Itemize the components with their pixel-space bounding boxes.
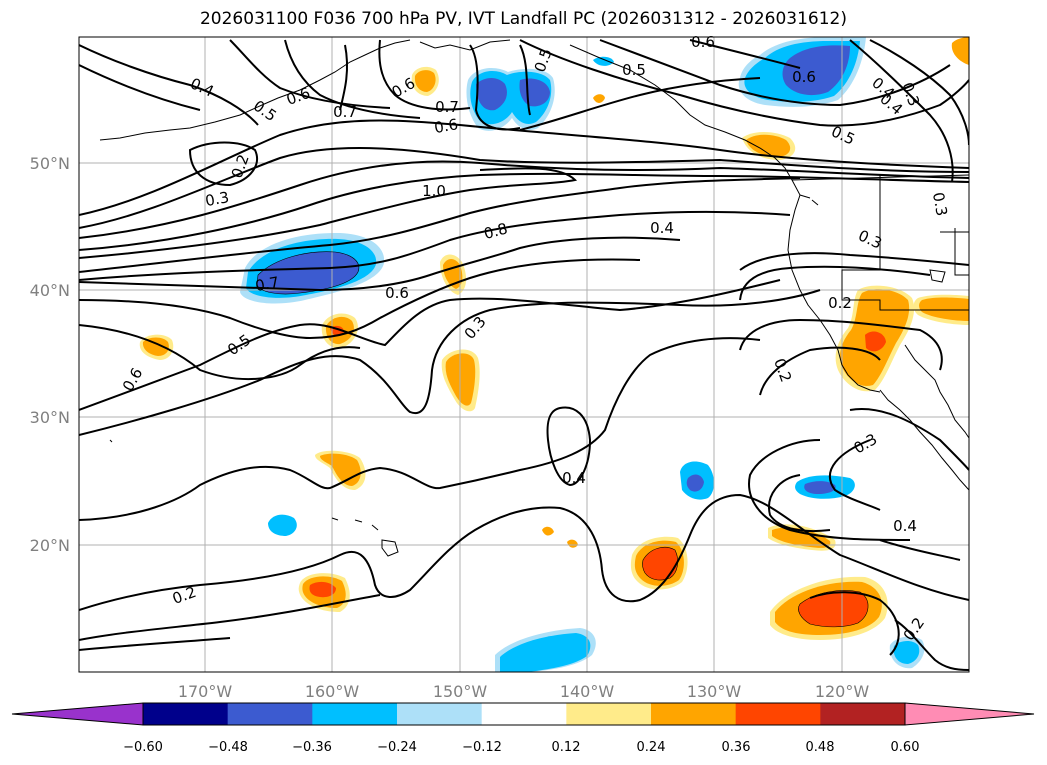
contour-label: 0.6 xyxy=(792,68,816,86)
lon-label-170w: 170°W xyxy=(178,682,233,701)
coastlines xyxy=(99,39,969,557)
contour-label: 0.4 xyxy=(187,74,216,100)
contour-label: 0.7 xyxy=(333,103,357,121)
lon-label-120w: 120°W xyxy=(815,682,870,701)
pv-contour-lines xyxy=(79,39,969,671)
colorbar-extend-max xyxy=(905,703,1034,725)
lon-label-140w: 140°W xyxy=(560,682,615,701)
colorbar-extend-min xyxy=(12,703,143,725)
map-gridlines xyxy=(79,37,969,672)
longitude-labels: 170°W 160°W 150°W 140°W 130°W 120°W xyxy=(178,682,870,701)
figure-title: 2026031100 F036 700 hPa PV, IVT Landfall… xyxy=(199,9,847,29)
colorbar: −0.60 −0.48 −0.36 −0.24 −0.12 0.12 0.24 … xyxy=(11,702,1035,755)
colorbar-swatch xyxy=(397,703,483,725)
positive-shading xyxy=(139,37,969,640)
colorbar-tick-label: 0.48 xyxy=(806,740,835,755)
contour-label: 0.6 xyxy=(284,84,313,109)
contour-label: 0.3 xyxy=(204,188,231,210)
contour-label: 0.4 xyxy=(893,517,917,535)
colorbar-swatch xyxy=(566,703,652,725)
lon-label-130w: 130°W xyxy=(687,682,742,701)
colorbar-tick-label: 0.36 xyxy=(722,740,751,755)
negative-shading xyxy=(240,37,925,672)
lon-label-160w: 160°W xyxy=(305,682,360,701)
latitude-labels: 50°N 40°N 30°N 20°N xyxy=(30,154,70,555)
colorbar-tick-label: 0.24 xyxy=(637,740,666,755)
colorbar-tick-label: −0.12 xyxy=(462,740,502,755)
colorbar-tick-label: −0.60 xyxy=(123,740,163,755)
lon-label-150w: 150°W xyxy=(433,682,488,701)
colorbar-swatch xyxy=(312,703,398,725)
lat-label-50n: 50°N xyxy=(30,154,70,173)
colorbar-swatch xyxy=(143,703,229,725)
shaded-anomalies xyxy=(139,37,969,672)
contour-label: 0.6 xyxy=(433,115,460,137)
colorbar-swatch xyxy=(227,703,313,725)
contour-label: 0.3 xyxy=(461,313,490,343)
patch-outlines xyxy=(256,251,869,628)
contour-label: 0.6 xyxy=(385,284,409,302)
contour-label: 0.2 xyxy=(828,294,852,312)
contour-label: 0.2 xyxy=(770,356,795,385)
lat-label-30n: 30°N xyxy=(30,408,70,427)
colorbar-tick-labels: −0.60 −0.48 −0.36 −0.24 −0.12 0.12 0.24 … xyxy=(123,740,919,755)
contour-label: 0.7 xyxy=(254,273,281,295)
colorbar-tick-label: 0.12 xyxy=(552,740,581,755)
map-frame xyxy=(78,36,970,673)
colorbar-tick-label: −0.48 xyxy=(208,740,248,755)
contour-label: 0.5 xyxy=(531,46,556,75)
colorbar-swatch xyxy=(651,703,737,725)
colorbar-tick-label: −0.24 xyxy=(377,740,417,755)
contour-label: 0.5 xyxy=(622,61,646,79)
colorbar-swatch xyxy=(735,703,821,725)
contour-label: 0.7 xyxy=(435,98,459,116)
lat-label-20n: 20°N xyxy=(30,536,70,555)
colorbar-tick-label: 0.60 xyxy=(891,740,920,755)
contour-label: 0.3 xyxy=(929,191,951,218)
colorbar-tick-label: −0.36 xyxy=(292,740,332,755)
colorbar-swatch xyxy=(481,703,567,725)
colorbar-swatch xyxy=(820,703,906,725)
contour-label: 0.4 xyxy=(562,469,586,487)
contour-label: 0.5 xyxy=(224,331,254,359)
contour-label: 0.4 xyxy=(650,219,674,237)
contour-label: 0.3 xyxy=(851,430,881,458)
contour-label: 0.6 xyxy=(691,33,715,51)
lat-label-40n: 40°N xyxy=(30,281,70,300)
contour-label: 0.8 xyxy=(482,219,510,243)
contour-label: 0.6 xyxy=(119,365,147,395)
contour-label: 1.0 xyxy=(422,182,446,200)
